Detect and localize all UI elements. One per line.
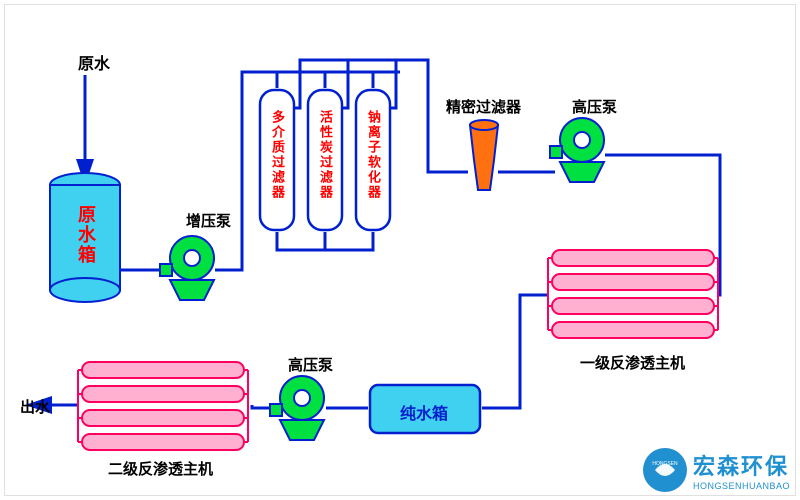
logo-text-group: 宏森环保 HONGSENHUANBAO — [693, 449, 790, 491]
logo-icon: HONGSEN — [643, 448, 687, 492]
filter2-label: 活性炭过滤器 — [316, 110, 335, 200]
filter1-label: 多介质过滤器 — [268, 110, 287, 200]
svg-text:HONGSEN: HONGSEN — [652, 461, 678, 467]
diagram-svg — [0, 0, 800, 500]
ro-stage-1 — [548, 250, 718, 338]
process-flow-diagram: 原水 原水箱 增压泵 多介质过滤器 活性炭过滤器 钠离子软化器 精密过滤器 高压… — [0, 0, 800, 500]
pure-tank-label: 纯水箱 — [400, 400, 448, 424]
outlet-label: 出水 — [20, 396, 50, 417]
ro1-label: 一级反渗透主机 — [580, 352, 685, 373]
raw-water-label: 原水 — [78, 50, 110, 74]
hp-pump-1-label: 高压泵 — [572, 96, 617, 117]
precision-filter-label: 精密过滤器 — [446, 96, 521, 117]
filter3-label: 钠离子软化器 — [364, 110, 383, 200]
hp-pump-2-label: 高压泵 — [288, 354, 333, 375]
booster-pump — [160, 236, 214, 300]
hp-pump-1 — [550, 118, 604, 182]
ro2-label: 二级反渗透主机 — [108, 458, 213, 479]
booster-pump-label: 增压泵 — [186, 210, 231, 231]
precision-filter-icon — [470, 120, 498, 190]
raw-tank-label: 原水箱 — [73, 205, 99, 265]
logo-text-en: HONGSENHUANBAO — [693, 481, 790, 491]
logo-text-cn: 宏森环保 — [693, 449, 790, 481]
company-logo: HONGSEN 宏森环保 HONGSENHUANBAO — [643, 448, 790, 492]
hp-pump-2 — [270, 376, 324, 440]
ro-stage-2 — [78, 362, 248, 450]
